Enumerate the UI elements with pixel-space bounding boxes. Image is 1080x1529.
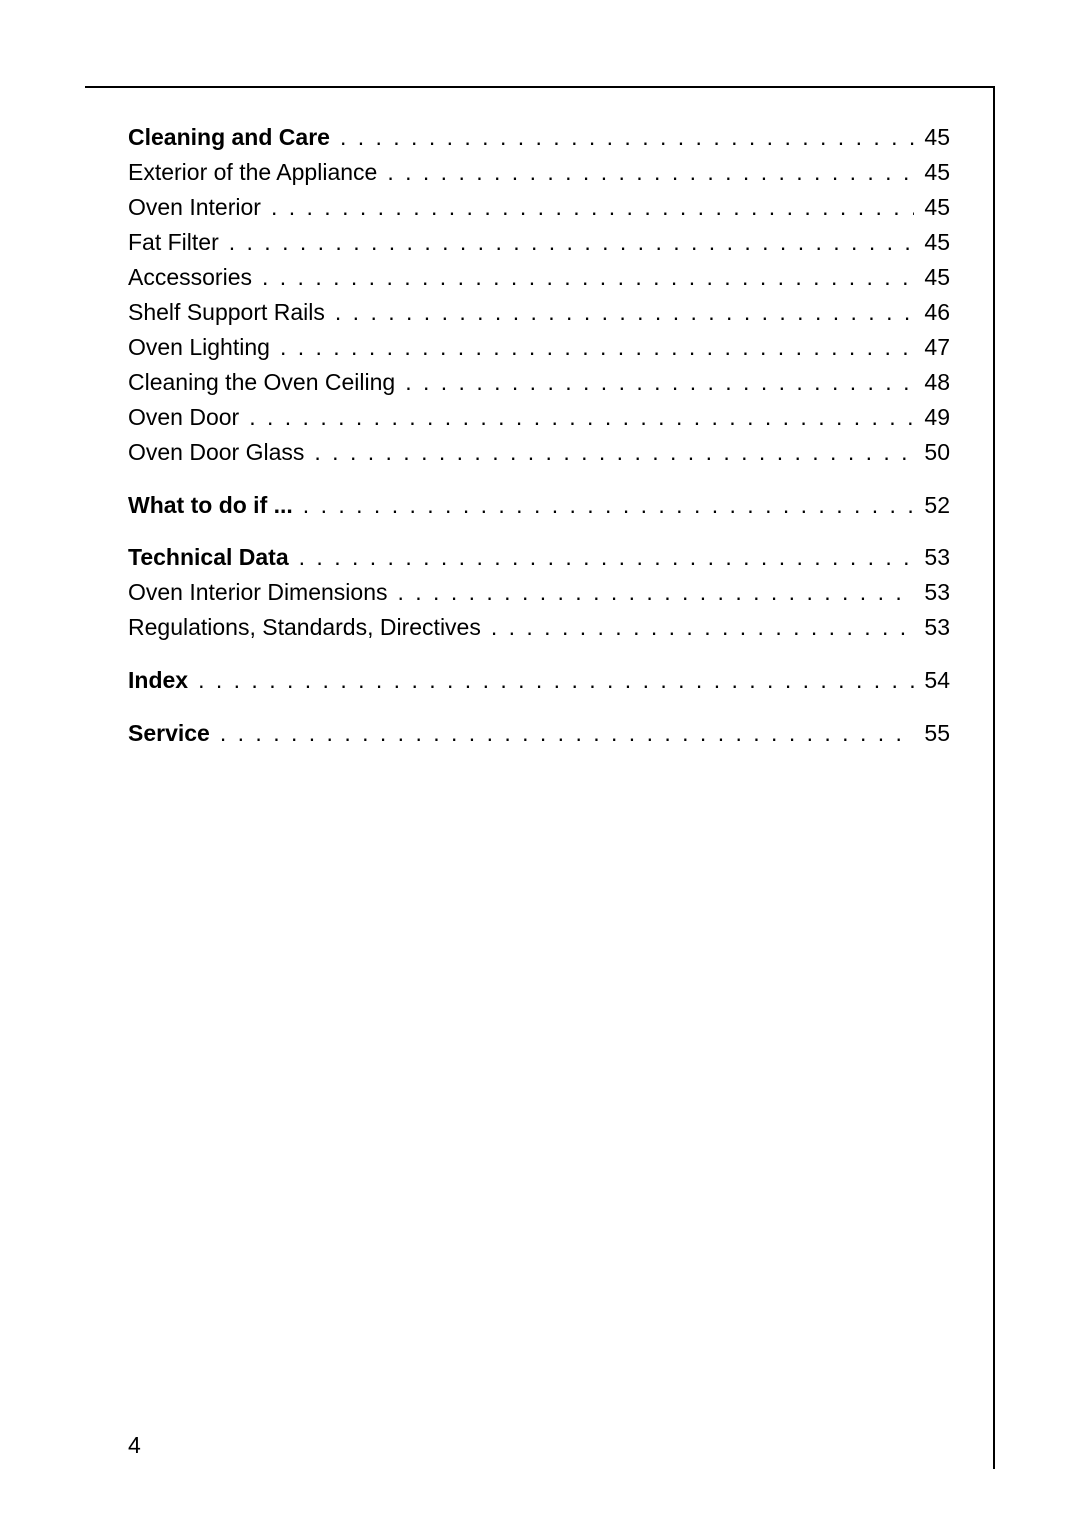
toc-entry: Oven Interior 45 bbox=[128, 190, 950, 225]
toc-entry-dots bbox=[388, 575, 915, 610]
toc-entry-label: Cleaning and Care bbox=[128, 120, 330, 155]
toc-entry-page: 46 bbox=[914, 295, 950, 330]
toc-entry: Fat Filter 45 bbox=[128, 225, 950, 260]
toc-entry-dots bbox=[239, 400, 914, 435]
toc-entry-dots bbox=[270, 330, 914, 365]
toc-entry-dots bbox=[188, 663, 914, 698]
toc-entry: Oven Interior Dimensions 53 bbox=[128, 575, 950, 610]
toc-entry-page: 54 bbox=[914, 663, 950, 698]
toc-entry-page: 49 bbox=[914, 400, 950, 435]
toc-entry-label: Oven Interior Dimensions bbox=[128, 575, 388, 610]
toc-entry-label: Regulations, Standards, Directives bbox=[128, 610, 481, 645]
toc-entry-dots bbox=[304, 435, 914, 470]
toc-section: What to do if ... 52 bbox=[128, 488, 950, 523]
toc-entry-dots bbox=[325, 295, 914, 330]
toc-entry: Index 54 bbox=[128, 663, 950, 698]
toc-entry-label: Service bbox=[128, 716, 210, 751]
toc-entry-page: 55 bbox=[914, 716, 950, 751]
toc-entry: Exterior of the Appliance 45 bbox=[128, 155, 950, 190]
toc-entry: Oven Door 49 bbox=[128, 400, 950, 435]
toc-entry-dots bbox=[481, 610, 914, 645]
toc-entry-label: Technical Data bbox=[128, 540, 289, 575]
toc-content: Cleaning and Care45Exterior of the Appli… bbox=[128, 120, 950, 769]
toc-entry: Cleaning and Care 45 bbox=[128, 120, 950, 155]
toc-entry-dots bbox=[377, 155, 914, 190]
toc-entry-dots bbox=[252, 260, 914, 295]
toc-entry-page: 45 bbox=[914, 260, 950, 295]
toc-entry-label: Exterior of the Appliance bbox=[128, 155, 377, 190]
toc-entry-dots bbox=[395, 365, 914, 400]
toc-entry-dots bbox=[289, 540, 914, 575]
toc-entry: Technical Data 53 bbox=[128, 540, 950, 575]
toc-entry-label: Oven Door Glass bbox=[128, 435, 304, 470]
toc-entry-page: 53 bbox=[914, 540, 950, 575]
toc-entry-dots bbox=[219, 225, 914, 260]
toc-entry: Oven Lighting 47 bbox=[128, 330, 950, 365]
toc-entry-label: What to do if ... bbox=[128, 488, 293, 523]
toc-entry-dots bbox=[293, 488, 914, 523]
toc-section: Technical Data53Oven Interior Dimensions… bbox=[128, 540, 950, 645]
toc-entry-label: Oven Lighting bbox=[128, 330, 270, 365]
toc-entry-page: 45 bbox=[914, 190, 950, 225]
page-container: Cleaning and Care45Exterior of the Appli… bbox=[0, 0, 1080, 1529]
toc-entry-label: Oven Interior bbox=[128, 190, 261, 225]
toc-entry: Regulations, Standards, Directives 53 bbox=[128, 610, 950, 645]
toc-entry-page: 50 bbox=[914, 435, 950, 470]
toc-entry-page: 45 bbox=[914, 225, 950, 260]
toc-section: Cleaning and Care45Exterior of the Appli… bbox=[128, 120, 950, 470]
toc-entry: Service 55 bbox=[128, 716, 950, 751]
toc-entry-page: 52 bbox=[914, 488, 950, 523]
toc-entry-dots bbox=[261, 190, 914, 225]
toc-entry: What to do if ... 52 bbox=[128, 488, 950, 523]
toc-entry-label: Shelf Support Rails bbox=[128, 295, 325, 330]
toc-entry-label: Cleaning the Oven Ceiling bbox=[128, 365, 395, 400]
toc-entry-label: Index bbox=[128, 663, 188, 698]
toc-entry-label: Accessories bbox=[128, 260, 252, 295]
toc-entry-label: Fat Filter bbox=[128, 225, 219, 260]
toc-entry-dots bbox=[210, 716, 914, 751]
toc-entry-page: 53 bbox=[914, 610, 950, 645]
toc-entry-dots bbox=[330, 120, 914, 155]
toc-entry-label: Oven Door bbox=[128, 400, 239, 435]
toc-entry-page: 47 bbox=[914, 330, 950, 365]
toc-entry-page: 45 bbox=[914, 120, 950, 155]
toc-section: Index 54 bbox=[128, 663, 950, 698]
toc-entry: Shelf Support Rails 46 bbox=[128, 295, 950, 330]
toc-entry: Accessories 45 bbox=[128, 260, 950, 295]
toc-entry-page: 45 bbox=[914, 155, 950, 190]
toc-entry: Cleaning the Oven Ceiling 48 bbox=[128, 365, 950, 400]
toc-entry-page: 48 bbox=[914, 365, 950, 400]
toc-entry-page: 53 bbox=[914, 575, 950, 610]
page-number: 4 bbox=[128, 1432, 141, 1459]
toc-entry: Oven Door Glass 50 bbox=[128, 435, 950, 470]
toc-section: Service 55 bbox=[128, 716, 950, 751]
